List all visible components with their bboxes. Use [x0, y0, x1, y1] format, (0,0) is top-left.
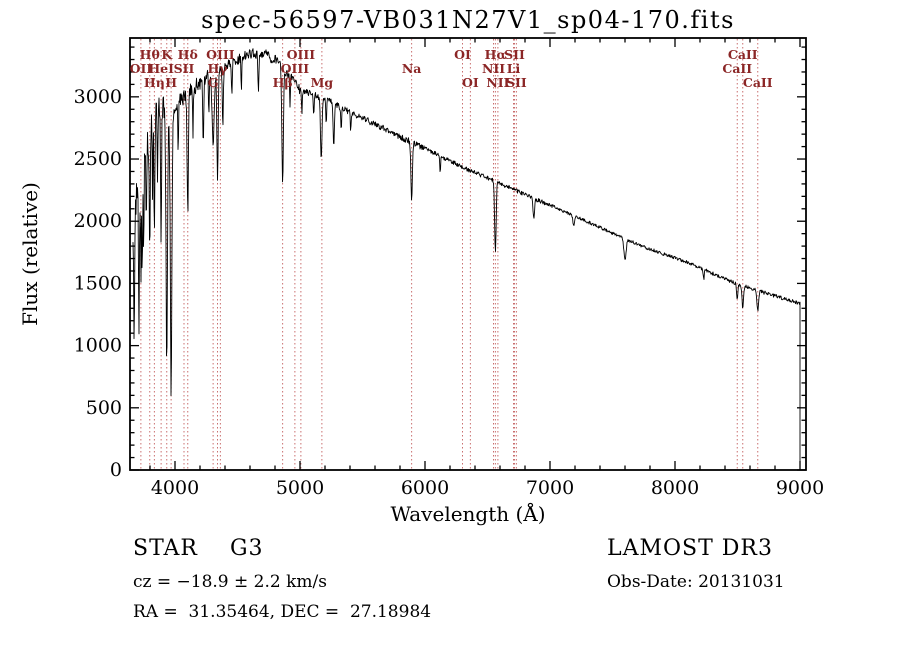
y-tick-label: 2500 — [74, 148, 122, 170]
spectral-line-label: Hα — [485, 47, 507, 62]
x-tick-label: 5000 — [276, 477, 324, 499]
x-tick-label: 7000 — [526, 477, 574, 499]
survey-text: LAMOST DR3 — [607, 536, 773, 561]
spectral-line-label: Hη — [144, 75, 165, 90]
x-tick-label: 6000 — [401, 477, 449, 499]
spectral-line-label: Hθ — [140, 47, 160, 62]
y-axis-label: Flux (relative) — [18, 182, 42, 326]
spectral-line-label: OI — [462, 75, 479, 90]
spectral-line-label: NII — [486, 75, 509, 90]
spectral-line-label: H — [165, 75, 177, 90]
x-axis-label: Wavelength (Å) — [390, 502, 546, 526]
spectral-line-label: Hγ — [207, 61, 228, 76]
spectral-line-label: K — [161, 47, 173, 62]
x-tick-label: 9000 — [776, 477, 824, 499]
spectral-line-label: OI — [454, 47, 471, 62]
classification-text: STAR G3 — [133, 536, 264, 561]
radial-velocity-text: cz = −18.9 ± 2.2 km/s — [133, 572, 327, 592]
y-tick-label: 500 — [86, 397, 122, 419]
y-tick-label: 1500 — [74, 272, 122, 294]
obs-date-text: Obs-Date: 20131031 — [607, 572, 785, 592]
y-tick-label: 3000 — [74, 86, 122, 108]
spectral-line-label: G — [208, 75, 219, 90]
spectral-line-label: HeI — [148, 61, 174, 76]
spectral-line-label: CaII — [743, 75, 773, 90]
spectral-line-label: Mg — [311, 75, 334, 90]
plot-title: spec-56597-VB031N27V1_sp04-170.fits — [201, 6, 735, 34]
spectral-line-label: Li — [507, 61, 521, 76]
x-tick-labels: 4000 5000 6000 7000 8000 9000 — [151, 477, 824, 499]
spectral-line-label: Na — [402, 61, 422, 76]
plot-box — [129, 37, 807, 471]
spectrum-trace — [132, 48, 801, 469]
y-tick-label: 2000 — [74, 210, 122, 232]
spectral-line-label: CaII — [722, 61, 752, 76]
spectral-line-label: NII — [482, 61, 505, 76]
spectral-line-label: OIII — [281, 61, 310, 76]
coordinates-text: RA = 31.35464, DEC = 27.18984 — [133, 602, 432, 622]
spectral-line-label: SII — [506, 75, 527, 90]
axis-ticks — [130, 38, 806, 471]
spectral-line-label: OIII — [206, 47, 235, 62]
spectral-line-label: Hβ — [273, 75, 293, 90]
x-tick-label: 4000 — [151, 477, 199, 499]
spectral-line-label: SII — [504, 47, 525, 62]
x-tick-label: 8000 — [651, 477, 699, 499]
spectral-line-label: CaII — [728, 47, 758, 62]
spectral-line-label: SII — [174, 61, 195, 76]
y-tick-labels: 0 500 1000 1500 2000 2500 3000 — [74, 86, 122, 481]
spectral-line-label: OIII — [287, 47, 316, 62]
y-tick-label: 0 — [110, 459, 122, 481]
spectral-line-label: OII — [130, 61, 153, 76]
y-tick-label: 1000 — [74, 335, 122, 357]
spectral-line-label: Hδ — [178, 47, 198, 62]
y-axis-label-wrap: Flux (relative) — [12, 38, 48, 470]
